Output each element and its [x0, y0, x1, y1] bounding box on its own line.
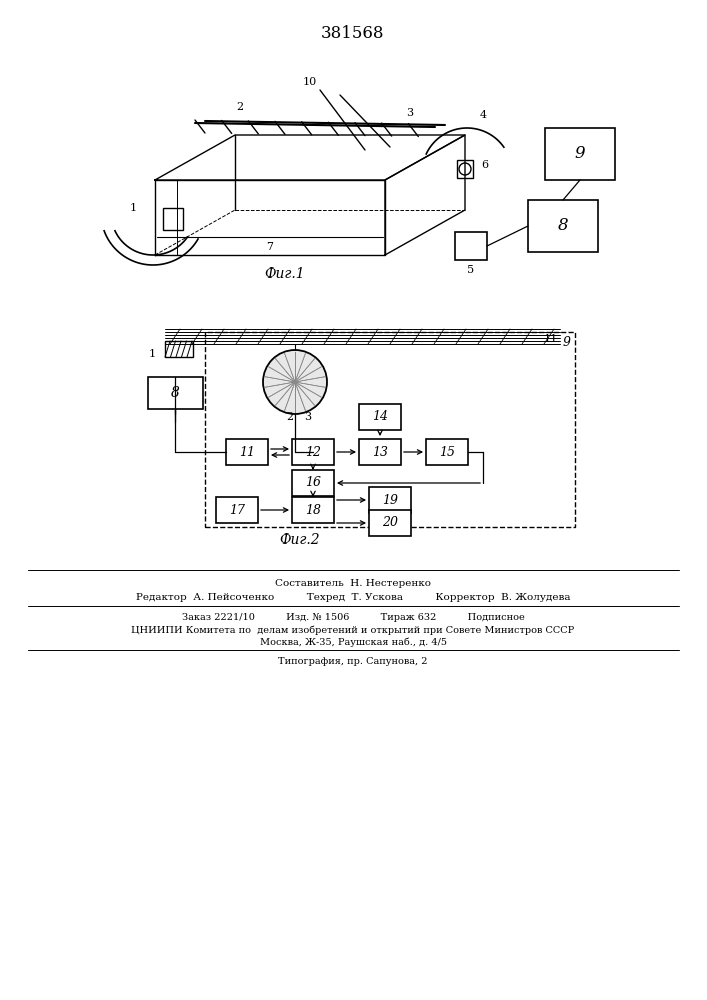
Bar	[216, 497, 258, 523]
Text: Фиг.2: Фиг.2	[280, 533, 320, 547]
Text: 10: 10	[303, 77, 317, 87]
Bar	[148, 377, 203, 409]
Bar	[455, 232, 487, 260]
Circle shape	[263, 350, 327, 414]
Bar	[545, 128, 615, 180]
Text: 15: 15	[439, 446, 455, 458]
Bar	[359, 439, 401, 465]
Text: 9: 9	[563, 336, 571, 349]
Text: 3: 3	[407, 108, 414, 118]
Text: 2: 2	[286, 412, 293, 422]
Bar	[369, 487, 411, 513]
Text: 17: 17	[229, 504, 245, 516]
Text: 16: 16	[305, 477, 321, 489]
Text: 2: 2	[236, 102, 244, 112]
Text: Типография, пр. Сапунова, 2: Типография, пр. Сапунова, 2	[279, 658, 428, 666]
Text: 20: 20	[382, 516, 398, 530]
Text: 13: 13	[372, 446, 388, 458]
Bar	[369, 510, 411, 536]
Bar	[165, 341, 193, 357]
Bar	[528, 200, 598, 252]
Text: 7: 7	[267, 242, 274, 252]
Text: 381568: 381568	[321, 25, 385, 42]
Text: 12: 12	[305, 446, 321, 458]
Text: Редактор  А. Пейсоченко          Техред  Т. Ускова          Корректор  В. Жолуде: Редактор А. Пейсоченко Техред Т. Ускова …	[136, 593, 571, 602]
Text: 8: 8	[558, 218, 568, 234]
Bar	[205, 332, 575, 527]
Text: ЦНИИПИ Комитета по  делам изобретений и открытий при Совете Министров СССР: ЦНИИПИ Комитета по делам изобретений и о…	[132, 625, 575, 635]
Text: Москва, Ж-35, Раушская наб., д. 4/5: Москва, Ж-35, Раушская наб., д. 4/5	[259, 637, 447, 647]
Text: Составитель  Н. Нестеренко: Составитель Н. Нестеренко	[275, 580, 431, 588]
Text: 5: 5	[467, 265, 474, 275]
Text: 1: 1	[148, 349, 156, 359]
Text: 19: 19	[382, 493, 398, 506]
Bar	[226, 439, 268, 465]
Bar	[359, 404, 401, 430]
Text: Фиг.1: Фиг.1	[264, 267, 305, 281]
Text: 4: 4	[479, 110, 486, 120]
Text: 18: 18	[305, 504, 321, 516]
Bar	[292, 439, 334, 465]
Text: 6: 6	[481, 160, 489, 170]
Bar	[163, 208, 183, 230]
Bar	[292, 497, 334, 523]
Bar	[426, 439, 468, 465]
Text: 14: 14	[372, 410, 388, 424]
Text: 11: 11	[544, 334, 559, 344]
Text: 3: 3	[305, 412, 312, 422]
Bar	[457, 160, 473, 178]
Text: 11: 11	[239, 446, 255, 458]
Text: 9: 9	[575, 145, 585, 162]
Text: 8: 8	[170, 386, 180, 400]
Text: 1: 1	[129, 203, 136, 213]
Text: Заказ 2221/10          Изд. № 1506          Тираж 632          Подписное: Заказ 2221/10 Изд. № 1506 Тираж 632 Подп…	[182, 613, 525, 622]
Bar	[292, 470, 334, 496]
